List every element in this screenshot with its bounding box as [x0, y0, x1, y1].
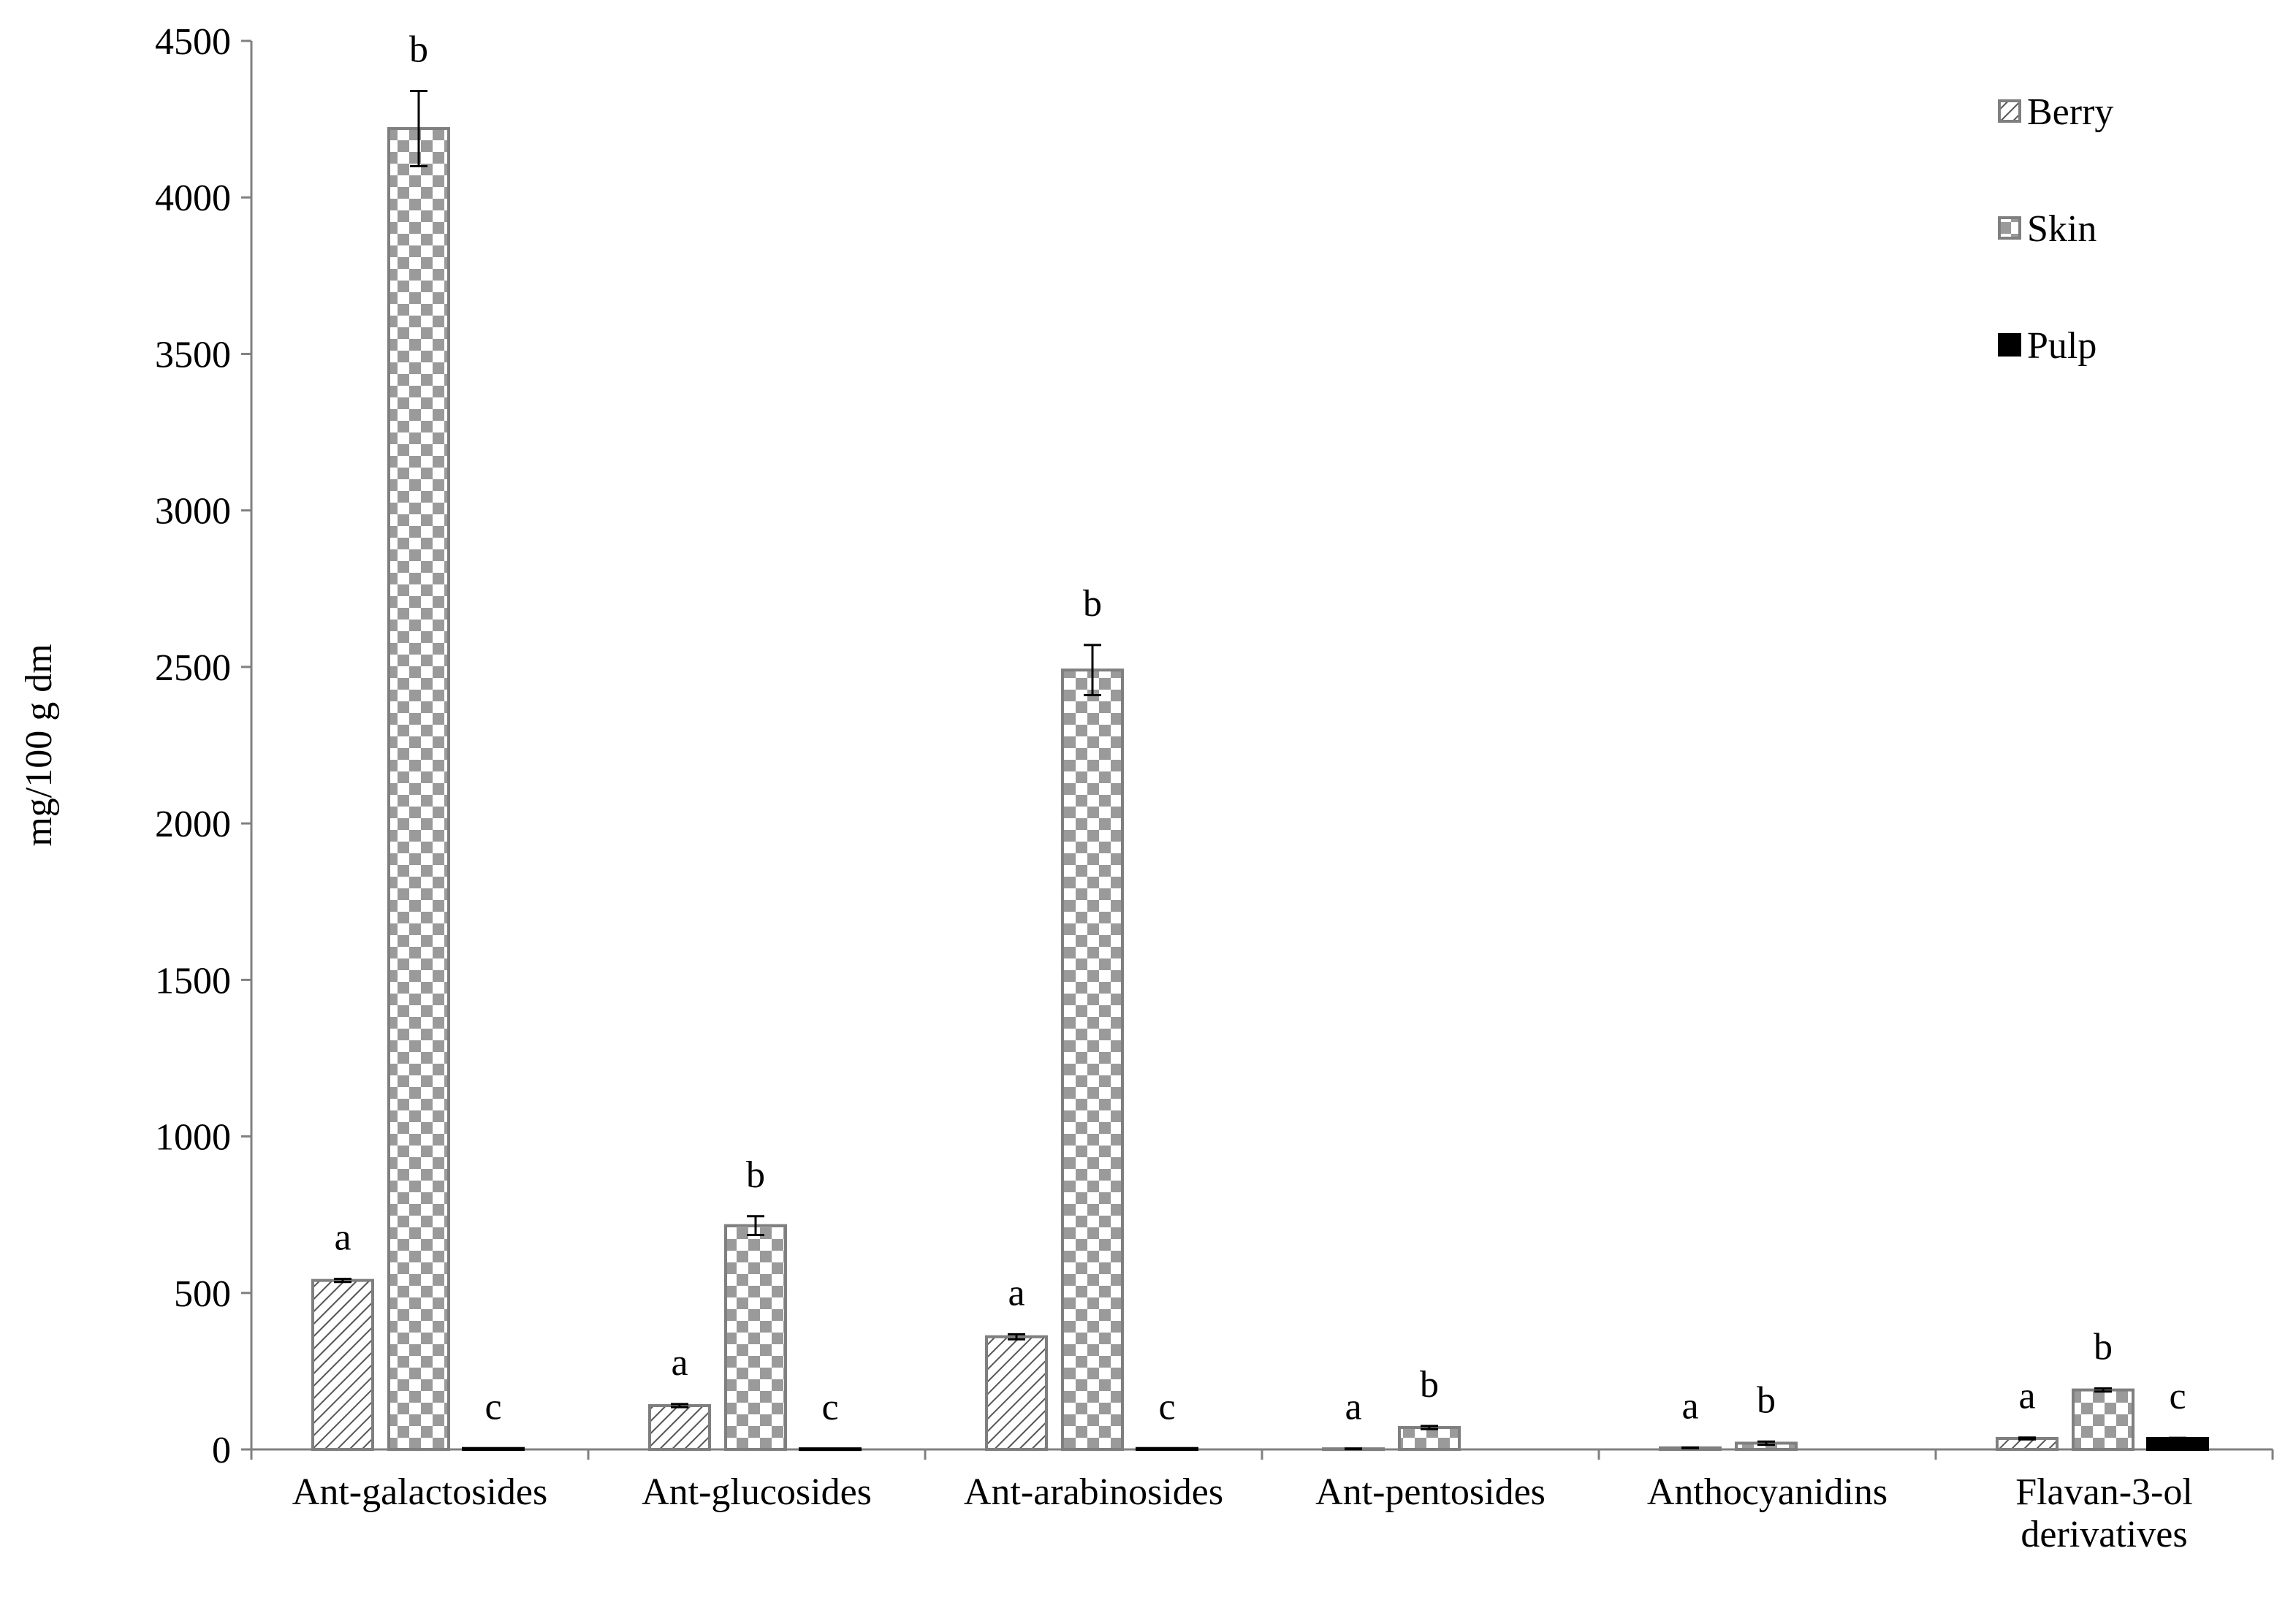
legend-label: Berry	[2027, 91, 2113, 133]
significance-letter: a	[2018, 1376, 2035, 1417]
error-bar	[2018, 1436, 2036, 1441]
significance-letter: a	[334, 1216, 351, 1258]
significance-letter: b	[1083, 583, 1102, 625]
x-tick-label: Anthocyanidins	[1646, 1471, 1888, 1513]
error-bar	[747, 1215, 764, 1237]
significance-letter: a	[1008, 1272, 1025, 1314]
significance-letter: c	[2169, 1376, 2186, 1417]
bar	[1061, 668, 1124, 1451]
error-bar	[334, 1277, 351, 1284]
significance-letter: b	[409, 29, 428, 71]
significance-letter: b	[746, 1154, 765, 1196]
error-bar	[1008, 1333, 1025, 1341]
significance-letter: a	[1345, 1387, 1361, 1428]
y-tick-label: 0	[212, 1430, 231, 1471]
y-tick-label: 3500	[155, 334, 231, 376]
error-bar	[1084, 644, 1101, 696]
y-tick-label: 4000	[155, 178, 231, 219]
error-bar	[2094, 1387, 2112, 1393]
significance-letter: b	[1757, 1379, 1776, 1421]
bar	[724, 1224, 787, 1451]
significance-letter: b	[2094, 1326, 2113, 1368]
significance-letter: c	[484, 1387, 501, 1428]
bar	[311, 1278, 374, 1452]
error-bar	[410, 90, 427, 167]
legend-label: Skin	[2027, 208, 2097, 250]
error-bar	[1421, 1425, 1438, 1430]
x-tick-label: Ant-pentosides	[1315, 1471, 1546, 1513]
y-tick-label: 4500	[155, 21, 231, 63]
y-tick-label: 2000	[155, 804, 231, 845]
x-tick-label: Flavan-3-ol derivatives	[2015, 1471, 2193, 1555]
significance-letter: b	[1420, 1364, 1439, 1406]
bar	[387, 126, 450, 1451]
x-tick-label: Ant-glucosides	[642, 1471, 872, 1513]
y-tick-label: 500	[174, 1273, 231, 1315]
significance-letter: c	[821, 1387, 838, 1428]
legend-swatch	[1998, 333, 2021, 357]
bar	[1398, 1426, 1461, 1452]
bar	[985, 1335, 1048, 1452]
significance-letter: a	[671, 1342, 688, 1384]
legend-label: Pulp	[2027, 325, 2097, 367]
significance-letter: a	[1681, 1385, 1698, 1427]
error-bar	[671, 1403, 688, 1409]
x-tick-label: Ant-arabinosides	[963, 1471, 1224, 1513]
error-bar	[1757, 1440, 1775, 1447]
y-tick-label: 1000	[155, 1117, 231, 1159]
significance-letter: c	[1158, 1387, 1175, 1428]
bar	[2072, 1388, 2135, 1452]
error-bar	[1681, 1446, 1699, 1449]
bar	[648, 1404, 711, 1452]
y-tick-label: 1500	[155, 960, 231, 1002]
legend-swatch	[1998, 216, 2021, 240]
y-tick-label: 3000	[155, 491, 231, 533]
x-tick-label: Ant-galactosides	[292, 1471, 548, 1513]
y-axis-title: mg/100 g dm	[18, 644, 60, 846]
legend-swatch	[1998, 99, 2021, 123]
y-tick-label: 2500	[155, 647, 231, 689]
error-bar	[2169, 1436, 2186, 1441]
